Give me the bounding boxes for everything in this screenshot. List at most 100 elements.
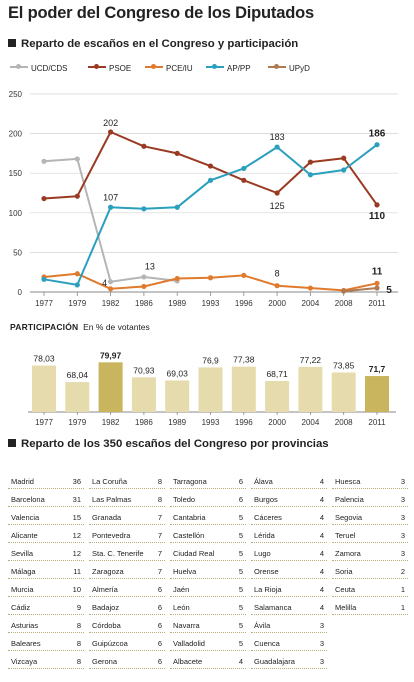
- province-row: Alicante 12: [8, 526, 84, 543]
- province-row: Valencia 15: [8, 508, 84, 525]
- row-divider: [89, 524, 165, 525]
- bar-value-label: 76,9: [202, 355, 219, 365]
- province-row: Orense 4: [251, 562, 327, 579]
- data-label: 5: [386, 285, 392, 296]
- province-row: Jaén 5: [170, 580, 246, 597]
- data-label: 183: [270, 132, 285, 142]
- participation-bar: [231, 366, 256, 412]
- data-point-ap-pp: [41, 276, 47, 282]
- province-seats: 3: [400, 495, 405, 504]
- province-row: Huesca 3: [332, 472, 408, 489]
- participation-label: PARTICIPACIÓN En % de votantes: [10, 322, 150, 332]
- x-tick-label: 2004: [302, 418, 320, 427]
- data-point-psoe: [108, 129, 114, 135]
- province-seats: 6: [157, 621, 162, 630]
- province-seats: 12: [72, 549, 81, 558]
- legend-item-ucd-cds: UCD/CDS: [10, 64, 67, 73]
- province-row: Vizcaya 8: [8, 652, 84, 669]
- data-point-pce-iu: [174, 275, 180, 282]
- data-point-ap-pp: [207, 177, 214, 183]
- province-name: Salamanca: [254, 603, 292, 612]
- legend-label: PSOE: [109, 64, 132, 73]
- data-point-ucd-cds: [108, 279, 114, 285]
- bar-value-label: 68,71: [266, 369, 288, 379]
- province-name: Burgos: [254, 495, 278, 504]
- province-name: Asturias: [11, 621, 39, 630]
- province-seats: 3: [319, 639, 324, 648]
- data-point-ap-pp: [108, 204, 114, 210]
- x-tick-label: 1982: [102, 299, 120, 308]
- x-tick-label: 1989: [168, 299, 186, 308]
- province-row: Teruel 3: [332, 526, 408, 543]
- data-point-pce-iu: [241, 272, 247, 278]
- x-tick-label: 1989: [168, 418, 186, 427]
- province-row: Asturias 8: [8, 616, 84, 633]
- row-divider: [89, 668, 165, 669]
- row-divider: [332, 596, 408, 597]
- province-name: Pontevedra: [92, 531, 131, 540]
- province-seats: 5: [238, 585, 243, 594]
- row-divider: [89, 578, 165, 579]
- data-point-ap-pp: [341, 167, 347, 173]
- province-seats: 4: [319, 549, 324, 558]
- province-seats: 4: [319, 585, 324, 594]
- x-tick-label: 1977: [35, 418, 53, 427]
- province-row: Guadalajara 3: [251, 652, 327, 669]
- province-name: Lérida: [254, 531, 275, 540]
- province-name: Zaragoza: [92, 567, 124, 576]
- row-divider: [332, 506, 408, 507]
- participation-bar: [32, 365, 56, 412]
- bar-value-label: 69,03: [167, 368, 189, 378]
- province-row: Toledo 6: [170, 490, 246, 507]
- province-name: Ávila: [254, 621, 271, 630]
- province-name: Soria: [335, 567, 353, 576]
- province-seats: 7: [157, 531, 162, 540]
- x-tick-label: 2000: [268, 418, 286, 427]
- province-row: Ávila 3: [251, 616, 327, 633]
- province-seats: 15: [72, 513, 81, 522]
- row-divider: [8, 524, 84, 525]
- seats-line-chart: 0 50 100 150 200 250 1977 1979 1982 1986 1989 1993 1…: [9, 90, 398, 308]
- x-tick-label: 2008: [335, 299, 353, 308]
- legend-item-ap-pp: AP/PP: [206, 64, 251, 73]
- data-point-pce-iu: [274, 283, 280, 289]
- province-row: La Rioja 4: [251, 580, 327, 597]
- province-name: Orense: [254, 567, 279, 576]
- row-divider: [251, 578, 327, 579]
- x-tick-label: 1996: [235, 418, 253, 427]
- data-label: 107: [103, 192, 118, 202]
- data-point-psoe: [41, 195, 47, 202]
- data-point-pce-iu: [307, 285, 313, 291]
- province-seats: 4: [238, 657, 243, 666]
- row-divider: [332, 542, 408, 543]
- row-divider: [170, 506, 246, 507]
- x-tick-label: 1979: [68, 299, 86, 308]
- row-divider: [89, 560, 165, 561]
- data-point-psoe: [241, 177, 247, 183]
- province-row: Huelva 5: [170, 562, 246, 579]
- row-divider: [8, 596, 84, 597]
- province-row: Zaragoza 7: [89, 562, 165, 579]
- province-row: Lérida 4: [251, 526, 327, 543]
- legend-label: UCD/CDS: [31, 64, 68, 73]
- province-row: Pontevedra 7: [89, 526, 165, 543]
- province-seats: 5: [238, 621, 243, 630]
- bar-value-label: 73,85: [333, 360, 355, 370]
- data-point-pce-iu: [108, 286, 114, 292]
- legend-swatch: [206, 64, 224, 69]
- legend-item-upyd: UPyD: [268, 64, 310, 73]
- province-name: Almería: [92, 585, 118, 594]
- province-row: Cádiz 9: [8, 598, 84, 615]
- province-seats: 7: [157, 567, 162, 576]
- province-seats: 7: [157, 513, 162, 522]
- province-seats: 3: [400, 513, 405, 522]
- data-point-ap-pp: [141, 206, 147, 212]
- legend-item-pce-iu: PCE/IU: [145, 64, 193, 73]
- province-row: Castellón 5: [170, 526, 246, 543]
- province-row: Baleares 8: [8, 634, 84, 651]
- province-row: Sta. C. Tenerife 7: [89, 544, 165, 561]
- province-seats: 4: [319, 495, 324, 504]
- province-name: Murcia: [11, 585, 34, 594]
- row-divider: [170, 578, 246, 579]
- row-divider: [251, 506, 327, 507]
